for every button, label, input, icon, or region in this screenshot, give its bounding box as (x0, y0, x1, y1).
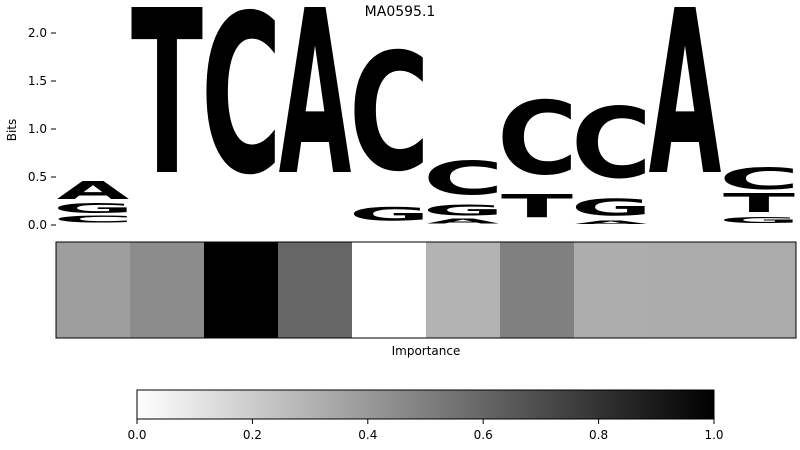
logo-letter-c: C (53, 214, 134, 225)
logo-letter-c: C (349, 18, 430, 207)
logo-y-tick-label: 0.0 (28, 218, 47, 232)
logo-y-tick-label: 2.0 (28, 26, 47, 40)
heatmap-cell (352, 242, 427, 338)
heatmap-cells (56, 242, 797, 338)
colorbar-tick-label: 0.0 (127, 428, 146, 442)
logo-y-axis: 0.0 0.5 1.0 1.5 2.0 (28, 26, 56, 232)
logo-letter-g: G (719, 216, 800, 225)
heatmap-cell (426, 242, 501, 338)
importance-heatmap-panel: Importance (55, 241, 797, 358)
logo-y-tick-label: 0.5 (28, 170, 47, 184)
colorbar-tick-label: 0.4 (358, 428, 377, 442)
colorbar-ticks: 0.0 0.2 0.4 0.6 0.8 1.0 (127, 419, 724, 442)
sequence-logo-panel: MA0595.1 Bits 0.00.51.01.52.0 CGA TCAGCAG… (5, 0, 800, 232)
colorbar-gradient (136, 389, 715, 420)
logo-letter-c: C (423, 152, 504, 205)
logo-letter-c: C (201, 0, 282, 223)
logo-letter-a: A (427, 217, 500, 225)
logo-letter-g: G (423, 201, 504, 219)
heatmap-cell (56, 242, 131, 338)
logo-letter-g: G (349, 203, 430, 225)
logo-letter-t: T (723, 188, 796, 218)
colorbar-tick-label: 0.2 (243, 428, 262, 442)
logo-letter-c: C (571, 86, 652, 200)
heatmap-frame (55, 241, 797, 339)
logo-letter-a: A (279, 0, 352, 226)
colorbar-tick-label: 1.0 (704, 428, 723, 442)
logo-letter-a: A (57, 176, 130, 205)
logo-letter-g: G (53, 201, 134, 216)
logo-y-tick-label: 1.5 (28, 74, 47, 88)
logo-y-tick-label: 1.0 (28, 122, 47, 136)
logo-letter-t: T (131, 0, 203, 226)
heatmap-cell (574, 242, 649, 338)
heatmap-cell (204, 242, 279, 338)
colorbar-tick-label: 0.8 (589, 428, 608, 442)
colorbar-tick-label: 0.6 (474, 428, 493, 442)
logo-title: MA0595.1 (365, 4, 436, 20)
heatmap-cell (500, 242, 575, 338)
heatmap-cell (130, 242, 205, 338)
logo-letter-a: A (649, 0, 722, 226)
heatmap-cell (722, 242, 797, 338)
heatmap-x-axis-label: Importance (392, 344, 461, 358)
logo-letter-g: G (571, 194, 652, 221)
logo-letter-a: A (575, 220, 648, 225)
logo-letter-c: C (497, 80, 578, 197)
logo-letter-c: C (719, 162, 800, 196)
heatmap-cell (648, 242, 723, 338)
colorbar-panel: 0.0 0.2 0.4 0.6 0.8 1.0 (127, 389, 724, 442)
logo-letter-t: T (501, 189, 573, 226)
logo-y-axis-label: Bits (5, 119, 19, 142)
heatmap-cell (278, 242, 353, 338)
